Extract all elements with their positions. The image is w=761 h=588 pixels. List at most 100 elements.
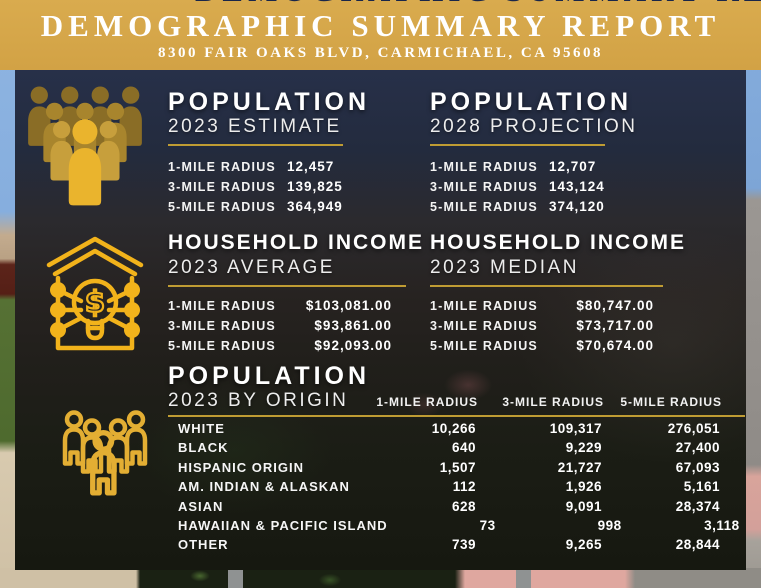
radius-label: 5-MILE RADIUS [168, 200, 276, 214]
stat-row: 1-MILE RADIUS 12,707 [430, 159, 638, 179]
svg-text:$: $ [85, 285, 105, 319]
table-row: BLACK 640 9,229 27,400 [168, 440, 745, 459]
origin-value: 998 [597, 517, 622, 533]
radius-value: 374,120 [549, 199, 605, 214]
stat-row: 1-MILE RADIUS $103,081.00 [168, 298, 392, 318]
table-row: AM. INDIAN & ALASKAN 112 1,926 5,161 [168, 479, 745, 498]
origin-value: 112 [452, 479, 476, 495]
radius-label: 5-MILE RADIUS [430, 339, 538, 353]
crowd-icon [28, 86, 142, 206]
clipped-ghost-title: DEMOGRAPHIC SUMMARY REPORT [195, 0, 761, 6]
section-income-median: HOUSEHOLD INCOME 2023 MEDIAN 1-MILE RADI… [430, 229, 686, 358]
radius-label: 1-MILE RADIUS [430, 299, 538, 313]
radius-label: 1-MILE RADIUS [168, 160, 276, 174]
radius-value: 12,707 [549, 159, 597, 174]
origin-value: 9,229 [565, 440, 602, 456]
page-title: DEMOGRAPHIC SUMMARY REPORT [40, 8, 721, 43]
radius-label: 3-MILE RADIUS [168, 319, 276, 333]
origin-value: 628 [451, 498, 476, 514]
stat-row: 5-MILE RADIUS $92,093.00 [168, 338, 392, 358]
table-row: HISPANIC ORIGIN 1,507 21,727 67,093 [168, 460, 745, 479]
origin-label: HAWAIIAN & PACIFIC ISLAND [178, 517, 388, 533]
table-row: ASIAN 628 9,091 28,374 [168, 499, 745, 518]
stat-row: 5-MILE RADIUS 364,949 [168, 199, 370, 219]
stat-row: 5-MILE RADIUS 374,120 [430, 199, 638, 219]
radius-value: 364,949 [287, 199, 343, 214]
income-value: $92,093.00 [314, 338, 392, 353]
dark-overlay-panel [15, 70, 746, 570]
origin-table: WHITE 10,266 109,317 276,051 BLACK 640 9… [168, 421, 745, 557]
radius-label: 3-MILE RADIUS [168, 180, 276, 194]
origin-value: 10,266 [431, 421, 476, 436]
people-group-icon [55, 391, 155, 524]
origin-label: OTHER [178, 537, 229, 553]
origin-value: 27,400 [675, 440, 720, 456]
section-title: POPULATION [168, 88, 371, 116]
section-title: HOUSEHOLD INCOME [168, 231, 425, 254]
stat-row: 1-MILE RADIUS $80,747.00 [430, 298, 654, 318]
section-subtitle: 2023 BY ORIGIN [168, 390, 349, 411]
radius-label: 5-MILE RADIUS [430, 200, 538, 214]
photo-sliver-right [744, 0, 761, 588]
section-population-origin: POPULATION 2023 BY ORIGIN 1-MILE RADIUS … [168, 362, 745, 557]
section-subtitle: 2023 MEDIAN [430, 257, 579, 278]
address-line: 8300 FAIR OAKS BLVD, CARMICHAEL, CA 9560… [157, 45, 604, 61]
origin-value: 9,091 [565, 498, 602, 514]
stat-row: 3-MILE RADIUS $73,717.00 [430, 318, 654, 338]
section-title: HOUSEHOLD INCOME [430, 231, 687, 254]
origin-value: 28,844 [675, 537, 720, 553]
radius-label: 1-MILE RADIUS [430, 160, 538, 174]
origin-value: 3,118 [704, 517, 740, 533]
income-value: $73,717.00 [576, 318, 654, 333]
header-band: DEMOGRAPHIC SUMMARY REPORT DEMOGRAPHIC S… [0, 0, 761, 70]
gold-rule [430, 285, 663, 287]
origin-label: AM. INDIAN & ALASKAN [178, 479, 350, 495]
stat-row: 5-MILE RADIUS $70,674.00 [430, 338, 654, 358]
gold-rule [168, 415, 745, 417]
income-value: $70,674.00 [576, 338, 654, 353]
origin-value: 109,317 [549, 421, 602, 436]
radius-value: 139,825 [287, 179, 343, 194]
radius-value: 143,124 [549, 179, 605, 194]
origin-title-block: POPULATION 2023 BY ORIGIN [168, 362, 370, 412]
radius-label: 3-MILE RADIUS [430, 180, 538, 194]
column-header-5mile: 5-MILE RADIUS [620, 395, 723, 409]
origin-value: 28,374 [675, 498, 720, 514]
stat-row: 3-MILE RADIUS 143,124 [430, 179, 638, 199]
photo-fence-post [228, 568, 243, 588]
origin-label: BLACK [178, 440, 229, 456]
origin-value: 739 [451, 537, 476, 553]
house-lightbulb-dollar-icon: $ [46, 236, 144, 351]
section-population-projection: POPULATION 2028 PROJECTION 1-MILE RADIUS… [430, 88, 638, 219]
stat-row: 3-MILE RADIUS 139,825 [168, 179, 370, 199]
section-title: POPULATION [430, 88, 633, 116]
origin-value: 21,727 [557, 459, 602, 475]
origin-value: 1,507 [439, 459, 476, 475]
section-subtitle: 2023 ESTIMATE [168, 116, 342, 137]
section-income-average: HOUSEHOLD INCOME 2023 AVERAGE 1-MILE RAD… [168, 229, 424, 358]
origin-value: 67,093 [675, 459, 720, 475]
photo-strip-bottom [0, 568, 761, 588]
table-row: OTHER 739 9,265 28,844 [168, 537, 745, 556]
income-value: $103,081.00 [305, 298, 392, 313]
gold-rule [168, 285, 406, 287]
table-row: WHITE 10,266 109,317 276,051 [168, 421, 745, 440]
photo-fence-post [516, 568, 531, 588]
income-value: $93,861.00 [314, 318, 392, 333]
photo-sliver-left [0, 0, 18, 588]
origin-value: 73 [479, 517, 496, 533]
origin-value: 9,265 [565, 537, 602, 553]
origin-label: ASIAN [178, 498, 224, 514]
income-value: $80,747.00 [576, 298, 654, 313]
stat-row: 3-MILE RADIUS $93,861.00 [168, 318, 392, 338]
radius-value: 12,457 [287, 159, 335, 174]
table-row: HAWAIIAN & PACIFIC ISLAND 73 998 3,118 [168, 518, 745, 537]
section-population-estimate: POPULATION 2023 ESTIMATE 1-MILE RADIUS 1… [168, 88, 370, 219]
origin-label: HISPANIC ORIGIN [178, 459, 304, 475]
origin-value: 276,051 [667, 421, 720, 436]
stat-row: 1-MILE RADIUS 12,457 [168, 159, 370, 179]
origin-value: 1,926 [565, 479, 602, 495]
section-subtitle: 2028 PROJECTION [430, 116, 638, 137]
column-header-1mile: 1-MILE RADIUS [376, 395, 479, 409]
